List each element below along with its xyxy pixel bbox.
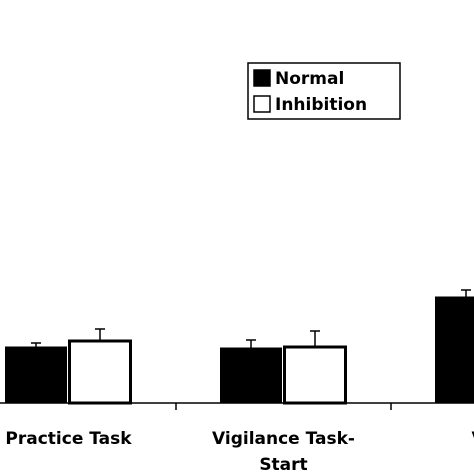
x-tick-label: Vigila: [472, 429, 474, 449]
x-tick-label: Start: [259, 455, 307, 474]
error-bar: [95, 328, 105, 341]
legend-label: Normal: [275, 69, 344, 89]
legend-label: Inhibition: [275, 95, 367, 115]
x-tick-label: Vigilance Task-: [212, 429, 355, 449]
error-bar: [31, 342, 41, 347]
x-tick-label: Practice Task: [5, 429, 132, 449]
legend-swatch: [253, 95, 271, 113]
error-bar: [310, 330, 320, 347]
bar: [435, 296, 474, 404]
legend-swatch: [253, 69, 271, 87]
error-bar: [461, 289, 471, 297]
error-bar: [246, 339, 256, 348]
legend-box: [247, 62, 401, 120]
bar: [68, 339, 132, 405]
bar: [5, 346, 67, 404]
bar: [283, 345, 347, 405]
bar: [220, 347, 282, 404]
